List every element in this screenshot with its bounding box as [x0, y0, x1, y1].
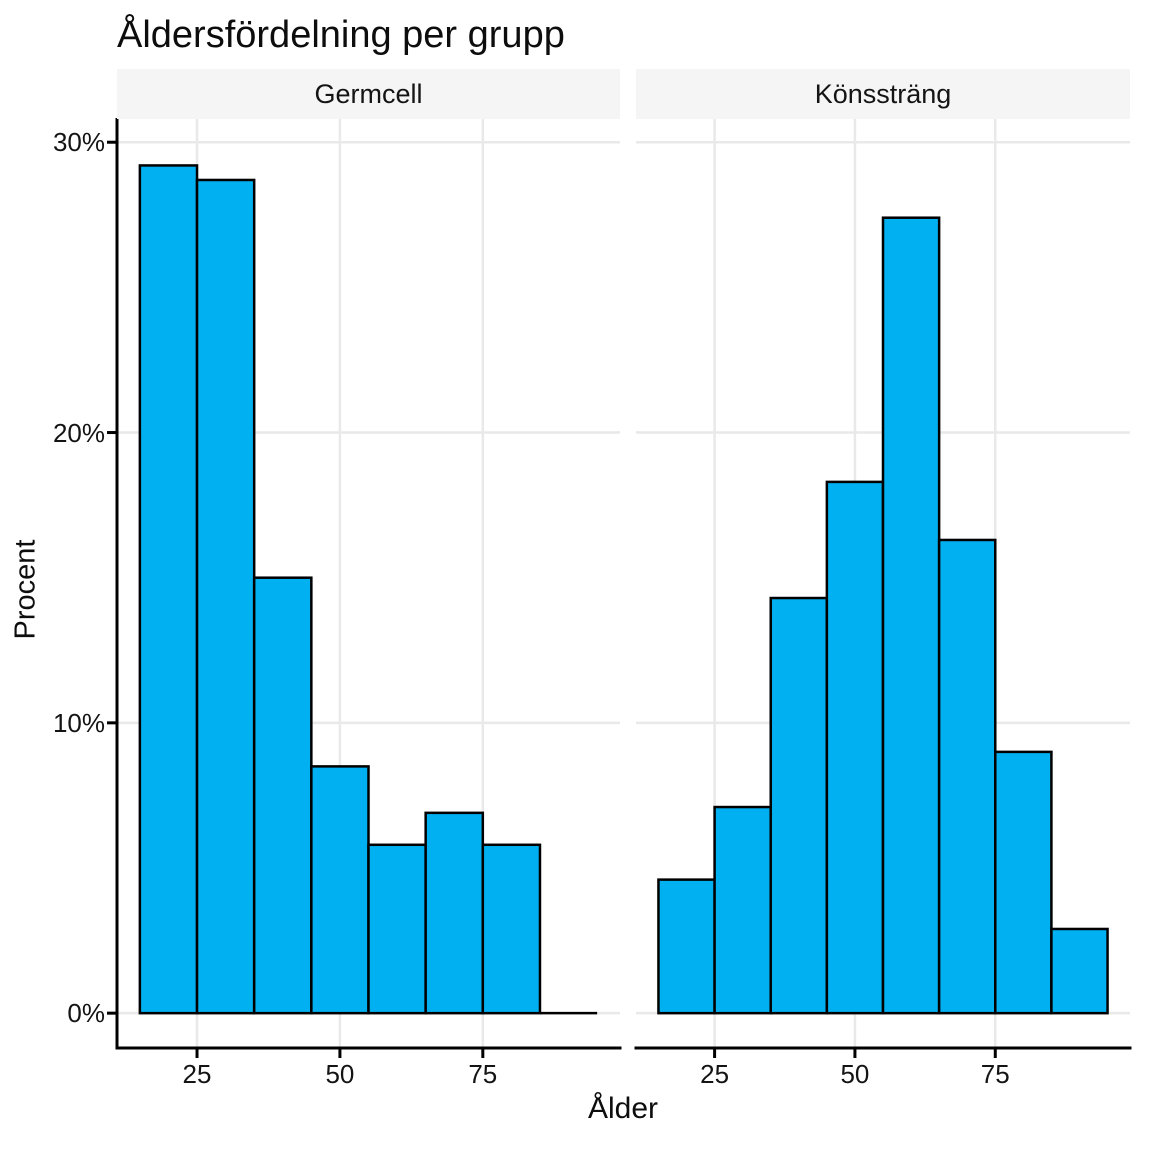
histogram-bar	[769, 596, 829, 1015]
x-tick-label: 25	[700, 1059, 730, 1089]
histogram-bar	[657, 878, 716, 1015]
x-tick-label: 50	[840, 1059, 870, 1089]
histogram-bar	[881, 216, 941, 1015]
x-tick-label: 50	[325, 1059, 355, 1089]
y-tick-label: 20%	[52, 417, 105, 448]
histogram-bar	[481, 843, 542, 1015]
y-tick-label: 10%	[52, 707, 105, 738]
histogram-bar	[994, 750, 1053, 1015]
histogram-bar	[138, 164, 199, 1015]
y-axis-title: Procent	[9, 539, 42, 640]
histogram-bar	[424, 811, 485, 1015]
histogram-bar	[825, 480, 885, 1015]
histogram-bar	[310, 765, 370, 1015]
facet-strip-konsstrang: Könssträng	[636, 69, 1130, 119]
facet-strip-label: Germcell	[314, 78, 423, 109]
x-axis-title: Ålder	[587, 1092, 659, 1125]
x-tick-label: 75	[468, 1059, 498, 1089]
histogram-bar	[252, 576, 313, 1015]
histogram-bar	[937, 538, 997, 1015]
histogram-bar	[1050, 927, 1109, 1015]
chart-title: Åldersfördelning per grupp	[117, 14, 565, 56]
histogram-bar	[367, 843, 427, 1015]
facet-strip-germcell: Germcell	[117, 69, 620, 119]
y-tick-label: 30%	[52, 127, 105, 158]
histogram-bar	[195, 178, 256, 1015]
x-tick-label: 75	[980, 1059, 1010, 1089]
x-tick-label: 25	[182, 1059, 212, 1089]
histogram-bar	[713, 805, 772, 1015]
y-tick-label: 0%	[67, 998, 105, 1029]
facet-strip-label: Könssträng	[814, 78, 952, 109]
